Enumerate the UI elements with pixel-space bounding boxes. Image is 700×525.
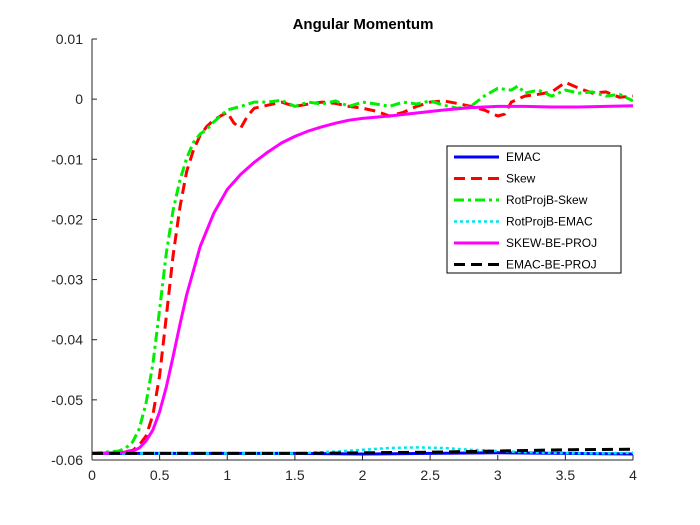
- legend-label-skew: Skew: [506, 172, 536, 186]
- legend-box: [446, 145, 622, 274]
- legend: EMAC Skew RotProjB-Skew RotProjB-EMAC SKEW-B…: [446, 145, 622, 274]
- chart-title: Angular Momentum: [293, 16, 434, 33]
- legend-label-emac: EMAC: [506, 150, 541, 164]
- legend-label-skew-be-proj: SKEW-BE-PROJ: [506, 236, 597, 250]
- x-tick-label: 0.5: [150, 467, 170, 483]
- y-tick-label: -0.01: [51, 151, 83, 167]
- series-group: [92, 80, 633, 456]
- x-tick-label: 2: [359, 467, 367, 483]
- plot-area: 0 0.5 1 1.5 2 2.5 3 3.5 4 0.01 0 -0.01 -0.02 -0.03 -0.…: [51, 31, 637, 483]
- y-tick-label: -0.05: [51, 392, 83, 408]
- y-tick-label: 0: [75, 91, 83, 107]
- x-tick-label: 3: [494, 467, 502, 483]
- series-line-rotprojb-skew: [92, 84, 633, 455]
- series-line-emac-be-proj: [92, 447, 633, 455]
- y-tick-label: -0.03: [51, 272, 83, 288]
- series-line-rotprojb-emac: [92, 446, 633, 455]
- legend-label-rotprojb-skew: RotProjB-Skew: [506, 193, 588, 207]
- x-tick-label: 0: [88, 467, 96, 483]
- series-line-skew-be-proj: [92, 104, 633, 455]
- x-tick-label: 1.5: [285, 467, 305, 483]
- y-tick-label: -0.04: [51, 332, 83, 348]
- legend-label-emac-be-proj: EMAC-BE-PROJ: [506, 258, 597, 272]
- y-tick-label: 0.01: [56, 31, 83, 47]
- x-tick-label: 3.5: [556, 467, 576, 483]
- x-tick-label: 1: [223, 467, 231, 483]
- y-tick-label: -0.02: [51, 211, 83, 227]
- x-tick-label: 4: [629, 467, 637, 483]
- x-tick-label: 2.5: [420, 467, 440, 483]
- legend-label-rotprojb-emac: RotProjB-EMAC: [506, 215, 593, 229]
- y-tick-label: -0.06: [51, 452, 83, 468]
- series-line-emac: [92, 451, 633, 456]
